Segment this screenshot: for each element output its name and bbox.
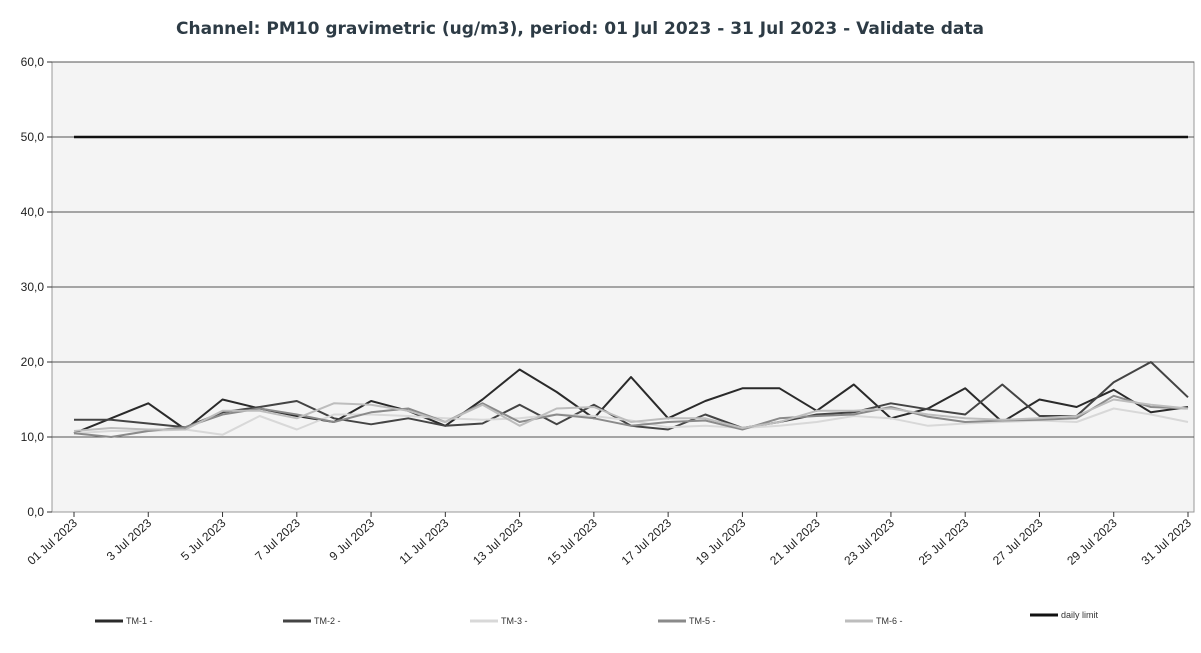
legend: TM-1 - TM-2 - TM-3 - TM-5 - TM-6 - daily limi… — [95, 610, 1099, 626]
chart-title: Channel: PM10 gravimetric (ug/m3), perio… — [176, 19, 984, 39]
series-lines — [73, 135, 1189, 438]
y-tick-label: 20,0 — [21, 355, 45, 369]
x-tick-label: 01 Jul 2023 — [25, 516, 81, 568]
x-tick-label: 19 Jul 2023 — [693, 516, 749, 568]
legend-label-tm-6: TM-6 - — [876, 616, 903, 626]
x-tick-label: 21 Jul 2023 — [767, 516, 823, 568]
x-tick-label: 17 Jul 2023 — [619, 516, 675, 568]
x-tick-label: 15 Jul 2023 — [544, 516, 600, 568]
x-tick-label: 3 Jul 2023 — [104, 516, 155, 564]
y-tick-label: 10,0 — [21, 430, 45, 444]
series-line-tm-6 — [73, 398, 1189, 432]
x-tick-label: 25 Jul 2023 — [916, 516, 972, 568]
x-tick-label: 9 Jul 2023 — [327, 516, 378, 564]
y-tick-label: 30,0 — [21, 280, 45, 294]
legend-label-tm-1: TM-1 - — [126, 616, 153, 626]
x-axis-ticks: 01 Jul 2023 3 Jul 2023 5 Jul 2023 7 Jul 202… — [25, 512, 1195, 568]
legend-label-tm-3: TM-3 - — [501, 616, 528, 626]
x-tick-label: 31 Jul 2023 — [1139, 516, 1195, 568]
x-tick-label: 11 Jul 2023 — [397, 516, 452, 568]
y-tick-label: 40,0 — [21, 205, 45, 219]
y-tick-label: 0,0 — [27, 505, 44, 519]
x-tick-label: 23 Jul 2023 — [841, 516, 897, 568]
x-tick-label: 27 Jul 2023 — [990, 516, 1046, 568]
x-tick-label: 13 Jul 2023 — [470, 516, 526, 568]
x-tick-label: 29 Jul 2023 — [1064, 516, 1120, 568]
x-tick-label: 5 Jul 2023 — [178, 516, 229, 564]
y-tick-label: 60,0 — [21, 55, 45, 69]
legend-label-daily-limit: daily limit — [1061, 610, 1099, 620]
x-tick-label: 7 Jul 2023 — [252, 516, 303, 564]
y-tick-label: 50,0 — [21, 130, 45, 144]
y-axis-ticks: 0,0 10,0 20,0 30,0 40,0 50,0 60,0 — [21, 55, 52, 519]
series-line-tm-3 — [73, 407, 1189, 436]
legend-label-tm-2: TM-2 - — [314, 616, 341, 626]
legend-label-tm-5: TM-5 - — [689, 616, 716, 626]
